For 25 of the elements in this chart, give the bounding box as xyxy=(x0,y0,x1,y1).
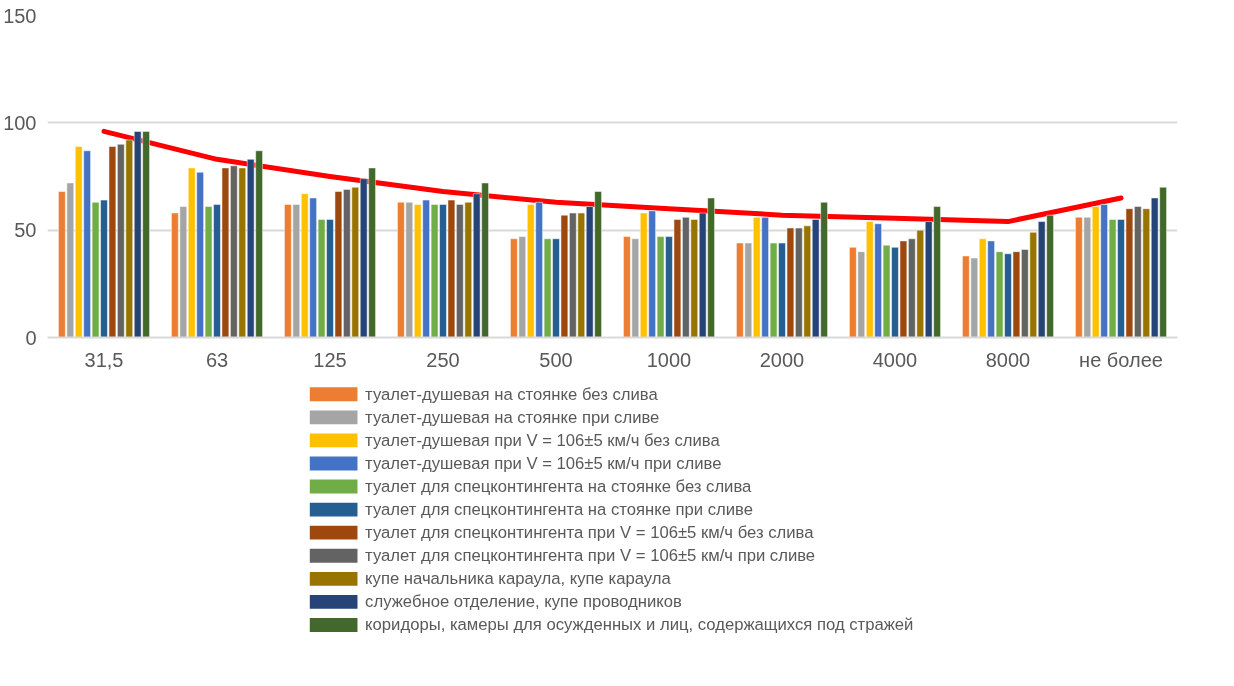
x-tick-label: 4000 xyxy=(872,348,918,371)
y-tick-label: 150 xyxy=(3,4,37,27)
legend-label: купе начальника караула, купе караула xyxy=(365,569,672,589)
legend-label: туалет для спецконтингента при V = 106±5 км/ч при сливе xyxy=(365,546,816,566)
legend-label: туалет-душевая при V = 106±5 км/ч без слива xyxy=(365,430,721,450)
x-tick-label: 250 xyxy=(426,348,460,371)
legend-label: туалет для спецконтингента при V = 106±5 км/ч без слива xyxy=(365,523,815,543)
legend-label: туалет-душевая на стоянке при сливе xyxy=(365,407,660,427)
x-tick-label: 125 xyxy=(313,348,347,371)
x-tick-label: 1000 xyxy=(646,348,692,371)
legend-label: туалет-душевая на стоянке без слива xyxy=(365,384,659,404)
y-tick-label: 50 xyxy=(14,219,37,242)
x-tick-label: 63 xyxy=(205,348,229,371)
x-tick-label: 31,5 xyxy=(84,348,124,371)
legend-label: коридоры, камеры для осужденных и лиц, содержащихся под стражей xyxy=(365,615,914,635)
x-tick-label: 2000 xyxy=(759,348,805,371)
x-tick-label: 8000 xyxy=(985,348,1031,371)
x-tick-label: 500 xyxy=(539,348,573,371)
legend-label: туалет-душевая при V = 106±5 км/ч при сливе xyxy=(365,453,722,473)
y-tick-label: 100 xyxy=(3,111,37,134)
legend-label: туалет для спецконтингента на стоянке без слива xyxy=(365,477,753,497)
x-tick-label: не более xyxy=(1079,348,1163,371)
y-tick-label: 0 xyxy=(25,326,37,349)
legend-label: туалет для спецконтингента на стоянке при сливе xyxy=(365,500,754,520)
legend-label: служебное отделение, купе проводников xyxy=(365,592,682,612)
